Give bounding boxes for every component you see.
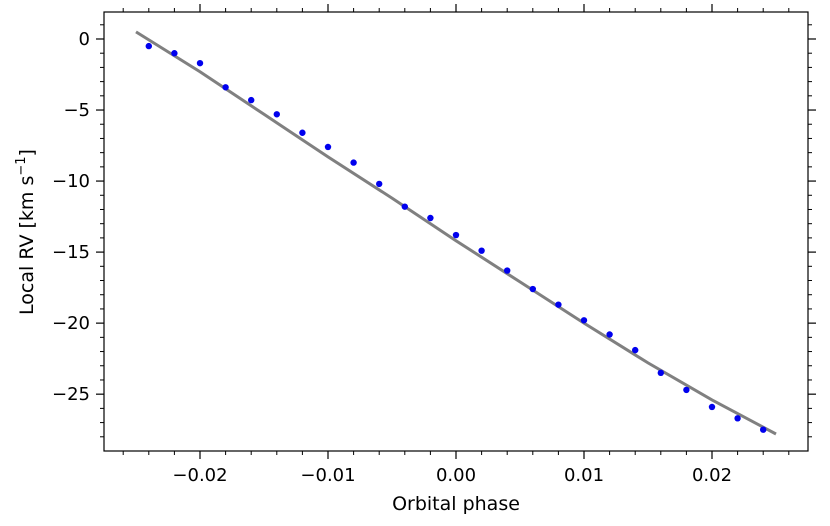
data-point: [504, 267, 511, 274]
y-tick-label: −20: [52, 313, 90, 334]
data-point: [580, 317, 588, 324]
x-axis: −0.02 −0.01 0.00 0.01 0.02: [122, 4, 790, 486]
y-axis-label-main: Local RV [km s: [16, 176, 38, 315]
y-axis-label: Local RV [km s−1]: [14, 149, 38, 315]
data-point: [299, 129, 306, 136]
data-point: [478, 247, 485, 254]
data-point: [273, 111, 280, 118]
y-tick-label: −10: [52, 171, 90, 192]
data-point: [171, 50, 178, 57]
y-axis-label-suffix: ]: [16, 149, 38, 156]
data-point: [248, 96, 255, 104]
x-tick-label: −0.01: [300, 465, 355, 486]
x-tick-label: 0.02: [692, 465, 732, 486]
y-tick-label: 0: [79, 29, 90, 50]
data-point: [324, 143, 332, 151]
data-point: [606, 331, 613, 338]
data-point: [734, 415, 741, 422]
data-point: [529, 285, 536, 293]
plot-area: [103, 11, 809, 452]
x-axis-label: Orbital phase: [392, 493, 520, 515]
y-tick-label: −15: [52, 242, 90, 263]
data-point: [401, 203, 408, 210]
data-point: [145, 42, 152, 50]
data-point: [376, 180, 383, 188]
x-tick-label: 0.01: [564, 465, 604, 486]
data-point: [196, 59, 204, 67]
x-tick-label: −0.02: [172, 465, 227, 486]
y-axis-label-superscript: −1: [14, 156, 29, 175]
data-point: [657, 369, 664, 377]
data-point: [683, 386, 690, 394]
y-axis: 0 −5 −10 −15 −20 −25: [52, 24, 816, 438]
data-point: [760, 426, 767, 433]
data-point: [222, 84, 229, 91]
data-point: [708, 403, 716, 411]
model-line: [135, 30, 777, 436]
data-point: [555, 301, 562, 308]
x-tick-label: 0.00: [436, 465, 476, 486]
data-point: [350, 159, 357, 166]
y-tick-label: −25: [52, 384, 90, 405]
data-point: [632, 346, 639, 354]
y-tick-label: −5: [63, 100, 90, 121]
data-point: [427, 214, 434, 222]
data-point: [452, 231, 460, 239]
